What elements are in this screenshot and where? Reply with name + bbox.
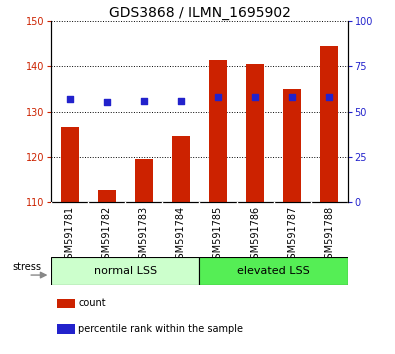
Bar (209, 59, 227, 202)
Point (141, 98, 147, 103)
Text: normal LSS: normal LSS (94, 266, 157, 276)
Text: GSM591787: GSM591787 (287, 206, 297, 266)
Text: GSM591788: GSM591788 (324, 206, 334, 265)
Point (67, 96, 73, 102)
Text: GSM591783: GSM591783 (139, 206, 149, 265)
Text: stress: stress (13, 262, 42, 272)
Point (289, 94, 295, 100)
Text: GSM591785: GSM591785 (213, 206, 223, 266)
Point (104, 100, 110, 105)
Point (326, 94, 332, 100)
Bar (320, 46, 339, 202)
Bar (135, 159, 153, 202)
Title: GDS3868 / ILMN_1695902: GDS3868 / ILMN_1695902 (109, 6, 290, 20)
Point (215, 94, 221, 100)
Text: GSM591781: GSM591781 (65, 206, 75, 265)
Text: elevated LSS: elevated LSS (237, 266, 310, 276)
Bar (199, 257, 348, 285)
Text: GSM591782: GSM591782 (102, 206, 112, 266)
Bar (57, 299, 75, 308)
Bar (60, 127, 79, 202)
Bar (172, 136, 190, 202)
Text: count: count (78, 298, 105, 308)
Bar (98, 190, 116, 202)
Text: percentile rank within the sample: percentile rank within the sample (78, 324, 243, 333)
Text: GSM591784: GSM591784 (176, 206, 186, 265)
Point (178, 98, 184, 103)
Text: GSM591786: GSM591786 (250, 206, 260, 265)
Point (252, 94, 258, 100)
Bar (246, 64, 264, 202)
Bar (57, 324, 75, 334)
Bar (51, 257, 199, 285)
Bar (283, 89, 301, 202)
